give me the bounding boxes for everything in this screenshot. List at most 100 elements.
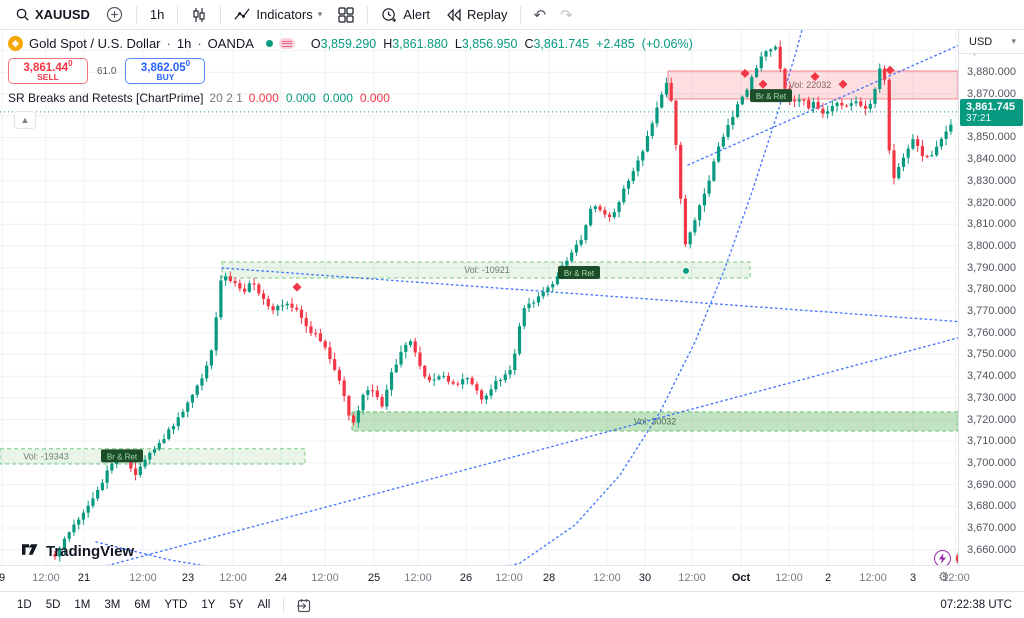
bottom-toolbar: 1D 5D 1M 3M 6M YTD 1Y 5Y All 07:22:38 UTC (0, 591, 1024, 618)
indicators-button[interactable]: Indicators ▾ (227, 4, 329, 25)
candle (513, 353, 517, 371)
legend: ◈ Gold Spot / U.S. Dollar · 1h · OANDA O… (8, 36, 693, 129)
candle (593, 206, 597, 209)
time-tick-label: 2 (824, 572, 832, 584)
sell-button[interactable]: 3,861.440 SELL (8, 58, 88, 84)
candle (228, 276, 232, 282)
collapse-indicator-button[interactable]: ▲ (14, 111, 36, 129)
candle (276, 305, 280, 311)
support-zone-lower-volume-label: Vol: 30032 (634, 416, 677, 426)
candle (100, 482, 104, 491)
time-tick-label: 12:00 (311, 572, 339, 584)
price-tick-label: 3,810.000 (967, 218, 1016, 231)
price-tick-label: 3,880.000 (967, 66, 1016, 79)
candle (266, 298, 270, 307)
price-axis[interactable]: USD ▾ 3,890.0003,880.0003,870.0003,860.0… (958, 30, 1024, 565)
price-tick-label: 3,790.000 (967, 261, 1016, 274)
market-status-dot-icon[interactable] (265, 40, 273, 47)
candle (717, 146, 721, 162)
diamond-marker (292, 282, 302, 292)
buy-button[interactable]: 3,862.050 BUY (125, 58, 206, 84)
range-button-all[interactable]: All (257, 599, 271, 611)
candle (759, 56, 763, 69)
range-button-1d[interactable]: 1D (17, 599, 32, 611)
candle (280, 305, 285, 307)
indicator-legend-row[interactable]: SR Breaks and Retests [ChartPrime] 20 2 … (8, 91, 693, 105)
alert-button[interactable]: Alert (374, 3, 437, 26)
utc-time[interactable]: 07:22:38 UTC (940, 599, 1012, 611)
candle (655, 107, 659, 124)
lightning-badge-icon[interactable] (934, 550, 951, 565)
range-button-5d[interactable]: 5D (45, 599, 61, 611)
candle (205, 365, 209, 379)
interval-button[interactable]: 1h (143, 4, 171, 25)
candle (366, 390, 370, 395)
currency-selector[interactable]: USD ▾ (959, 30, 1024, 54)
range-button-3m[interactable]: 3M (104, 599, 121, 611)
indicator-templates-button[interactable] (331, 4, 361, 26)
time-tick-label: 12:00 (678, 572, 706, 584)
range-button-1m[interactable]: 1M (74, 599, 91, 611)
compare-add-button[interactable] (99, 3, 130, 26)
corner-badges (934, 550, 958, 565)
range-button-ytd[interactable]: YTD (164, 599, 188, 611)
separator: · (166, 36, 171, 51)
currency-label: USD (969, 35, 993, 48)
candle (200, 378, 204, 386)
candle (626, 180, 631, 189)
candle (778, 46, 782, 69)
time-tick-label: 12:00 (32, 572, 60, 584)
chart-type-button[interactable] (184, 4, 214, 26)
candle (920, 145, 925, 157)
candle (143, 459, 147, 467)
time-tick-label: 23 (181, 572, 195, 584)
candle (636, 160, 640, 172)
candle (669, 82, 673, 101)
range-button-1y[interactable]: 1Y (201, 599, 216, 611)
candlestick-chart[interactable]: Vol: 22032 Vol: -10921 Vol: 30032 Vol: -193… (0, 30, 958, 565)
candle (584, 225, 588, 240)
time-tick-label: 28 (542, 572, 556, 584)
candle (935, 146, 939, 156)
chevron-down-icon: ▾ (317, 9, 323, 19)
candle (641, 151, 645, 161)
undo-button[interactable]: ↶ (533, 6, 547, 24)
price-tick-label: 3,840.000 (967, 153, 1016, 166)
candle (157, 443, 161, 450)
candle (679, 144, 683, 199)
candle (323, 341, 327, 348)
range-button-5y[interactable]: 5Y (229, 599, 244, 611)
time-axis[interactable]: ⚙ 9 12:00 21 12:00 23 12:00 24 12:00 25 12:00 26 12… (0, 565, 1024, 591)
candle (740, 96, 744, 105)
time-tick-label: 12:00 (495, 572, 523, 584)
news-badge-icon[interactable] (955, 550, 958, 565)
replay-button[interactable]: Replay (439, 4, 514, 25)
chart-pane[interactable]: Vol: 22032 Vol: -10921 Vol: 30032 Vol: -193… (0, 30, 958, 565)
date-range-buttons: 1D 5D 1M 3M 6M YTD 1Y 5Y All (10, 596, 277, 614)
candle (337, 369, 341, 381)
candle (489, 389, 493, 396)
candle (233, 281, 237, 284)
tradingview-watermark[interactable]: TradingView (22, 542, 134, 561)
candle (261, 293, 266, 299)
go-to-date-button[interactable] (296, 598, 312, 613)
candle (503, 374, 507, 381)
candle (361, 394, 365, 411)
candle (257, 284, 261, 294)
candle (802, 99, 806, 101)
price-tick-label: 3,760.000 (967, 326, 1016, 339)
symbol-search-button[interactable]: XAUUSD (8, 4, 97, 25)
redo-button[interactable]: ↷ (560, 6, 573, 24)
price-tick-label: 3,820.000 (967, 196, 1016, 209)
data-source-icon[interactable] (278, 38, 295, 49)
price-tick-label: 3,740.000 (967, 370, 1016, 383)
symbol-legend-row[interactable]: ◈ Gold Spot / U.S. Dollar · 1h · OANDA O… (8, 36, 693, 51)
range-button-6m[interactable]: 6M (134, 599, 151, 611)
candle (859, 101, 863, 106)
candle (133, 468, 138, 476)
candle (195, 385, 199, 395)
time-tick-label: 26 (459, 572, 473, 584)
replay-rewind-icon (447, 8, 461, 21)
axis-settings-gear-icon[interactable]: ⚙ (938, 569, 950, 584)
candle (925, 156, 929, 158)
